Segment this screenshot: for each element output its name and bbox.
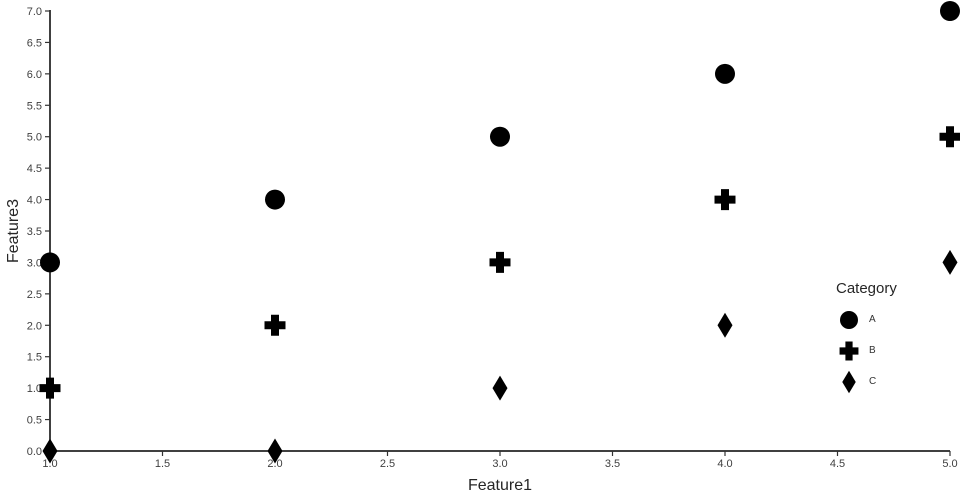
point-B [714,189,736,211]
y-tick-label: 2.0 [27,320,42,332]
x-tick-label: 5.0 [942,458,957,470]
x-tick-label: 2.5 [380,458,395,470]
y-tick-label: 1.5 [27,352,42,364]
x-tick-label: 2.0 [267,458,282,470]
y-tick-label: 0.0 [27,446,42,458]
legend-entries: A B C [836,304,897,397]
y-tick-label: 6.0 [27,69,42,81]
legend: Category A B C [836,280,897,397]
x-tick-label: 1.5 [155,458,170,470]
x-tick-label: 1.0 [42,458,57,470]
plus-icon-shape [839,341,859,360]
point-C [492,375,508,401]
x-tick-label: 4.0 [717,458,732,470]
legend-entry-C: C [836,366,897,397]
legend-entry-label: C [869,376,877,387]
y-tick-label: 4.5 [27,163,42,175]
point-A [940,1,960,21]
y-tick-label: 4.0 [27,195,42,207]
y-tick-label: 0.5 [27,415,42,427]
x-axis-title: Feature1 [467,477,533,494]
y-tick-label: 5.0 [27,132,42,144]
point-B [39,377,61,399]
point-A [715,63,735,84]
circle-icon-shape [840,310,858,329]
y-tick-label: 5.5 [27,100,42,112]
point-B [489,251,511,273]
diamond-icon [842,370,856,393]
point-A [265,189,285,210]
y-tick-label: 6.5 [27,37,42,49]
legend-title: Category [836,280,897,297]
x-tick-label: 3.5 [605,458,620,470]
diamond-icon-shape [842,370,856,393]
x-tick-label: 3.0 [492,458,507,470]
y-tick-label: 1.0 [27,383,42,395]
point-C [717,312,733,338]
point-A [40,252,60,273]
legend-entry-label: A [869,314,876,325]
plus-icon [839,341,859,360]
point-A [490,126,510,147]
y-tick-label: 3.0 [27,257,42,269]
y-axis-title: Feature3 [5,198,22,264]
y-tick-label: 2.5 [27,289,42,301]
legend-entry-B: B [836,335,897,366]
point-C [42,438,58,464]
point-C [942,249,958,275]
y-tick-label: 3.5 [27,226,42,238]
point-C [267,438,283,464]
point-B [264,314,286,336]
y-tick-label: 7.0 [27,6,42,18]
point-B [939,126,960,148]
legend-entry-label: B [869,345,876,356]
x-tick-label: 4.5 [830,458,845,470]
legend-entry-A: A [836,304,897,335]
circle-icon [840,310,858,329]
